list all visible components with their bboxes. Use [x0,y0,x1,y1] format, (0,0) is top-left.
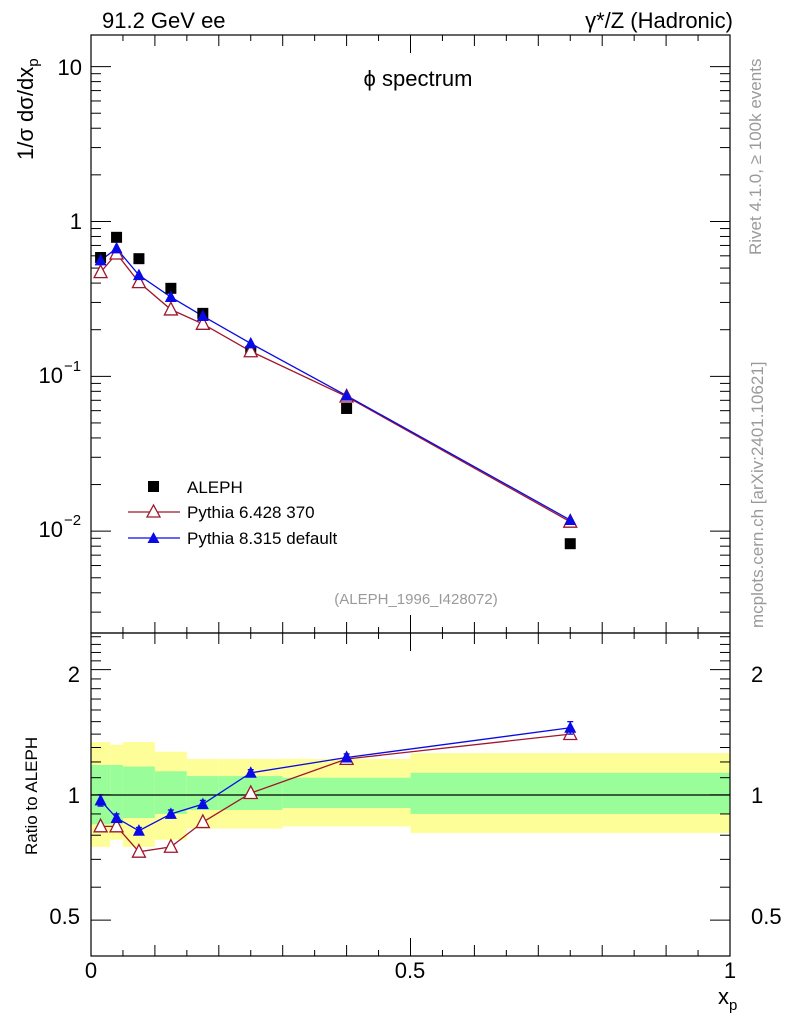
ratio-y-tick-0.5-right: 0.5 [751,904,782,929]
legend-marker-pythia8 [147,532,160,543]
data-point-pythia8 [340,389,353,401]
data-point-aleph [341,402,353,414]
data-point-pythia8 [164,290,177,302]
legend-marker-pythia6 [145,503,162,518]
y-tick-0.01-base: 10 [39,517,63,542]
ratio-point-pythia8 [340,750,353,763]
data-point-pythia8 [196,309,209,322]
rivet-version-label: Rivet 4.1.0, ≥ 100k events [746,59,765,255]
ratio-bands [91,742,730,847]
legend-entry-aleph: ALEPH [148,478,243,497]
ratio-point-pythia8 [110,811,123,823]
plot-title: ϕ spectrum [364,66,473,91]
ratio-band-inner [122,766,155,819]
data-point-pythia8 [94,253,107,266]
y-tick-0.1-exponent: −1 [64,358,81,375]
ratio-y-tick-1-left: 1 [68,783,80,808]
ratio-series [93,720,578,858]
data-point-aleph [564,538,576,550]
x-axis-title: xp [718,984,737,1014]
y-tick-label-0.01: 10 −2 [39,512,82,542]
data-point-pythia8 [564,513,577,525]
ratio-point-pythia6 [108,817,125,833]
x-tick-label-1: 1 [724,958,736,983]
ratio-point-pythia8 [244,766,257,778]
y-tick-label-0.1: 10 −1 [39,358,82,388]
ratio-band-inner [410,772,730,814]
data-point-aleph [111,231,123,243]
main-frame [90,34,731,634]
legend: ALEPH Pythia 6.428 370 Pythia 8.315 defa… [128,478,338,548]
legend-label-aleph: ALEPH [187,478,243,497]
ratio-point-pythia8 [94,793,107,806]
main-ticks [90,35,731,633]
ratio-y-axis-title: Ratio to ALEPH [22,737,41,855]
ratio-point-pythia6 [131,843,147,858]
data-point-pythia8 [110,241,123,254]
legend-label-pythia8: Pythia 8.315 default [187,529,338,548]
data-point-pythia6 [93,263,109,279]
ratio-y-tick-2-left: 2 [68,662,80,687]
main-series [93,231,578,550]
data-point-pythia6 [243,342,259,358]
ratio-point-pythia6 [243,784,259,800]
energy-title: 91.2 GeV ee [102,8,226,33]
data-point-pythia8 [244,336,257,349]
y-axis-title: 1/σ dσ/dxp [13,58,42,160]
ratio-point-pythia8 [164,807,177,819]
y-tick-label-1: 1 [70,209,82,234]
ratio-panel: 2 1 0.5 2 1 0.5 Ratio to ALEPH 0 0.5 1 x… [22,632,782,1014]
ratio-point-pythia8 [132,824,145,836]
legend-label-pythia6: Pythia 6.428 370 [187,503,315,522]
ratio-point-pythia6 [195,813,211,829]
main-panel: 10 1 10 −1 10 −2 1/σ dσ/dxp ϕ spectrum (… [13,34,731,634]
ratio-point-pythia8 [564,721,577,733]
ratio-ticks [90,633,731,956]
legend-marker-aleph [148,481,159,492]
ratio-y-tick-0.5-left: 0.5 [49,904,80,929]
data-point-pythia8 [132,268,145,281]
x-tick-label-0: 0 [85,958,97,983]
data-point-aleph [133,253,145,265]
ratio-y-tick-2-right: 2 [751,662,763,687]
legend-entry-pythia8: Pythia 8.315 default [128,529,338,548]
ratio-point-pythia6 [163,838,179,853]
analysis-tag: (ALEPH_1996_I428072) [334,591,497,608]
y-tick-0.01-exponent: −2 [64,512,81,529]
process-title: γ*/Z (Hadronic) [585,8,733,33]
data-point-pythia6 [195,315,211,330]
ratio-point-pythia6 [93,817,109,833]
ratio-band-inner [154,771,187,814]
legend-entry-pythia6: Pythia 6.428 370 [128,503,315,522]
data-point-pythia6 [131,273,147,289]
x-tick-label-0.5: 0.5 [395,958,426,983]
data-point-pythia6 [163,300,179,316]
y-tick-label-10: 10 [58,55,82,80]
ratio-band-inner [282,777,411,809]
ratio-y-tick-1-right: 1 [751,783,763,808]
ratio-point-pythia8 [196,797,209,810]
mcplots-credit-label: mcplots.cern.ch [arXiv:2401.10621] [748,362,767,628]
data-point-aleph [165,282,177,294]
y-tick-0.1-base: 10 [39,363,63,388]
